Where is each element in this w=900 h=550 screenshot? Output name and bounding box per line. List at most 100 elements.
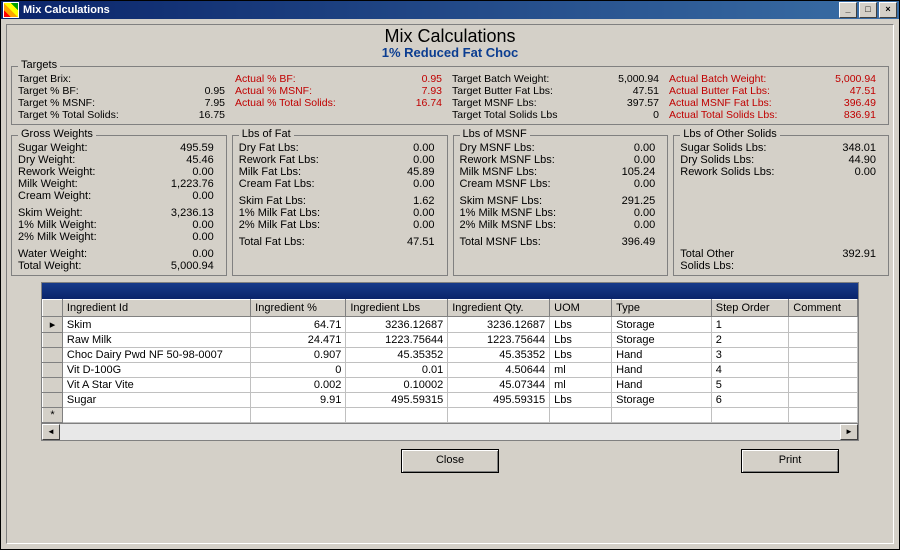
- table-cell[interactable]: 3: [711, 348, 789, 363]
- table-cell[interactable]: [789, 333, 858, 348]
- table-cell[interactable]: Raw Milk: [62, 333, 250, 348]
- table-cell[interactable]: 0: [251, 363, 346, 378]
- table-cell[interactable]: 495.59315: [448, 393, 550, 408]
- table-cell[interactable]: 4: [711, 363, 789, 378]
- table-cell[interactable]: 495.59315: [346, 393, 448, 408]
- close-button[interactable]: Close: [401, 449, 499, 473]
- titlebar[interactable]: Mix Calculations _ □ ×: [1, 1, 899, 19]
- table-cell[interactable]: 3236.12687: [346, 317, 448, 333]
- field-row: Cream Weight:0.00: [18, 190, 220, 202]
- field-row: Actual % MSNF:7.93: [235, 85, 448, 97]
- field-row: 1% Milk MSNF Lbs:0.00: [460, 207, 662, 219]
- print-button[interactable]: Print: [741, 449, 839, 473]
- table-row[interactable]: Sugar9.91495.59315495.59315LbsStorage6: [43, 393, 858, 408]
- field-row: Dry Solids Lbs:44.90: [680, 154, 882, 166]
- field-row: Target Batch Weight:5,000.94: [452, 73, 665, 85]
- table-cell[interactable]: 0.907: [251, 348, 346, 363]
- table-cell[interactable]: Choc Dairy Pwd NF 50-98-0007: [62, 348, 250, 363]
- table-cell[interactable]: 64.71: [251, 317, 346, 333]
- gross-legend: Gross Weights: [18, 128, 96, 140]
- table-cell[interactable]: 3236.12687: [448, 317, 550, 333]
- column-header[interactable]: Ingredient Id: [62, 300, 250, 317]
- column-header[interactable]: Comment: [789, 300, 858, 317]
- table-cell[interactable]: 9.91: [251, 393, 346, 408]
- table-cell[interactable]: ml: [550, 378, 612, 393]
- column-header[interactable]: Ingredient Lbs: [346, 300, 448, 317]
- close-window-button[interactable]: ×: [879, 2, 897, 18]
- table-cell[interactable]: 45.35352: [448, 348, 550, 363]
- table-row[interactable]: Choc Dairy Pwd NF 50-98-00070.90745.3535…: [43, 348, 858, 363]
- table-cell[interactable]: 1: [711, 317, 789, 333]
- table-cell[interactable]: 1223.75644: [346, 333, 448, 348]
- table-cell[interactable]: Vit D-100G: [62, 363, 250, 378]
- lbs-of-msnf-group: Lbs of MSNF Dry MSNF Lbs:0.00Rework MSNF…: [453, 135, 669, 276]
- column-header[interactable]: Type: [612, 300, 712, 317]
- field-row: Target MSNF Lbs:397.57: [452, 97, 665, 109]
- table-cell[interactable]: ml: [550, 363, 612, 378]
- table-cell[interactable]: Sugar: [62, 393, 250, 408]
- table-cell[interactable]: 0.01: [346, 363, 448, 378]
- msnf-legend: Lbs of MSNF: [460, 128, 530, 140]
- field-row: Dry Weight:45.46: [18, 154, 220, 166]
- ingredients-grid[interactable]: Ingredient IdIngredient %Ingredient LbsI…: [41, 282, 859, 441]
- field-row: Cream Fat Lbs:0.00: [239, 178, 441, 190]
- table-cell[interactable]: [789, 393, 858, 408]
- table-cell[interactable]: 5: [711, 378, 789, 393]
- table-row[interactable]: Raw Milk24.4711223.756441223.75644LbsSto…: [43, 333, 858, 348]
- field-row: Dry MSNF Lbs:0.00: [460, 142, 662, 154]
- table-cell[interactable]: [789, 317, 858, 333]
- field-row: Target Butter Fat Lbs:47.51: [452, 85, 665, 97]
- table-cell[interactable]: Storage: [612, 317, 712, 333]
- maximize-button[interactable]: □: [859, 2, 877, 18]
- table-cell[interactable]: Vit A Star Vite: [62, 378, 250, 393]
- targets-group: Targets Target Brix:Target % BF:0.95Targ…: [11, 66, 889, 125]
- table-cell[interactable]: Hand: [612, 348, 712, 363]
- table-cell[interactable]: 0.002: [251, 378, 346, 393]
- minimize-button[interactable]: _: [839, 2, 857, 18]
- table-cell[interactable]: 45.35352: [346, 348, 448, 363]
- table-cell[interactable]: Hand: [612, 363, 712, 378]
- field-row: 2% Milk Weight:0.00: [18, 231, 220, 243]
- field-row: Water Weight:0.00: [18, 248, 220, 260]
- table-row[interactable]: Vit D-100G00.014.50644mlHand4: [43, 363, 858, 378]
- table-cell[interactable]: 4.50644: [448, 363, 550, 378]
- product-name: 1% Reduced Fat Choc: [11, 45, 889, 60]
- field-row: Actual MSNF Fat Lbs:396.49: [669, 97, 882, 109]
- field-row: Actual % Total Solids:16.74: [235, 97, 448, 109]
- table-cell[interactable]: 6: [711, 393, 789, 408]
- fat-legend: Lbs of Fat: [239, 128, 294, 140]
- table-cell[interactable]: 2: [711, 333, 789, 348]
- new-row[interactable]: *: [43, 408, 858, 423]
- table-cell[interactable]: [789, 363, 858, 378]
- lbs-of-other-solids-group: Lbs of Other Solids Sugar Solids Lbs:348…: [673, 135, 889, 276]
- table-cell[interactable]: [789, 348, 858, 363]
- table-cell[interactable]: Storage: [612, 333, 712, 348]
- field-row: Actual Total Solids Lbs:836.91: [669, 109, 882, 121]
- field-row: Total Fat Lbs:47.51: [239, 236, 441, 248]
- column-header[interactable]: Step Order: [711, 300, 789, 317]
- table-cell[interactable]: Lbs: [550, 348, 612, 363]
- table-cell[interactable]: Lbs: [550, 333, 612, 348]
- table-cell[interactable]: Storage: [612, 393, 712, 408]
- table-row[interactable]: ▸Skim64.713236.126873236.12687LbsStorage…: [43, 317, 858, 333]
- field-row: Sugar Weight:495.59: [18, 142, 220, 154]
- table-cell[interactable]: Skim: [62, 317, 250, 333]
- other-legend: Lbs of Other Solids: [680, 128, 780, 140]
- table-cell[interactable]: Lbs: [550, 393, 612, 408]
- field-row: Rework Solids Lbs:0.00: [680, 166, 882, 178]
- grid-horizontal-scrollbar[interactable]: ◄ ►: [42, 423, 858, 440]
- scroll-left-button[interactable]: ◄: [42, 424, 60, 440]
- table-cell[interactable]: [789, 378, 858, 393]
- table-row[interactable]: Vit A Star Vite0.0020.1000245.07344mlHan…: [43, 378, 858, 393]
- table-cell[interactable]: 1223.75644: [448, 333, 550, 348]
- scroll-right-button[interactable]: ►: [840, 424, 858, 440]
- column-header[interactable]: Ingredient Qty.: [448, 300, 550, 317]
- table-cell[interactable]: Hand: [612, 378, 712, 393]
- field-row: Actual % BF:0.95: [235, 73, 448, 85]
- table-cell[interactable]: Lbs: [550, 317, 612, 333]
- table-cell[interactable]: 24.471: [251, 333, 346, 348]
- column-header[interactable]: Ingredient %: [251, 300, 346, 317]
- table-cell[interactable]: 0.10002: [346, 378, 448, 393]
- column-header[interactable]: UOM: [550, 300, 612, 317]
- table-cell[interactable]: 45.07344: [448, 378, 550, 393]
